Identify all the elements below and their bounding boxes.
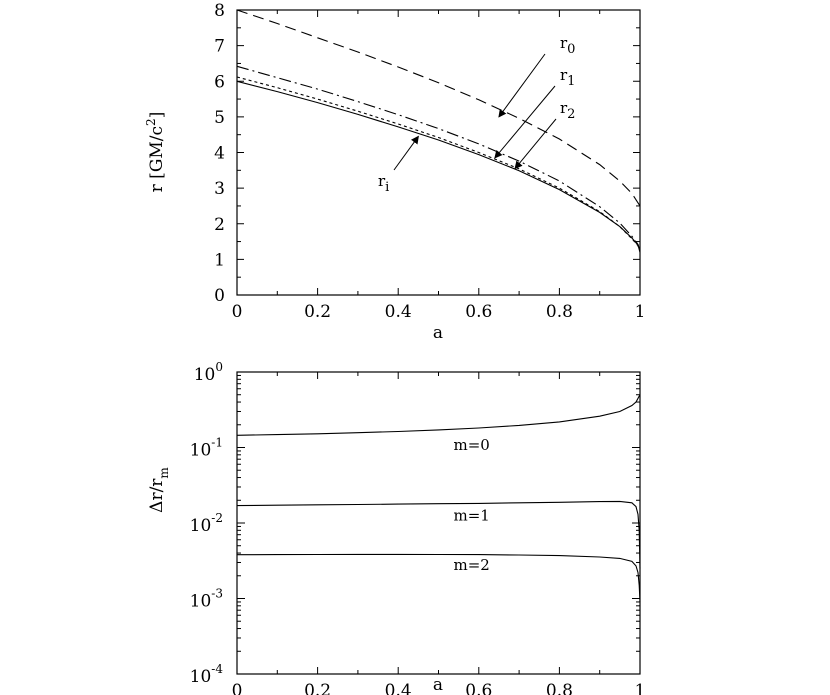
annotation-arrow-r-0 xyxy=(498,53,546,118)
bottom-x-tick-label: 0.2 xyxy=(304,681,331,695)
bottom-y-tick-label: 10-4 xyxy=(190,662,224,687)
bottom-x-tick-label: 0 xyxy=(232,681,243,695)
bottom-x-axis-label: a xyxy=(433,675,443,695)
top-y-axis-label: r [GM/c2] xyxy=(144,112,167,193)
bottom-chart-panel: 0 0.2 0.4 0.6 0.8 1 100 10-1 10-2 10-3 10-4 m=0 m=1… xyxy=(147,360,645,695)
bottom-plot-frame xyxy=(236,371,641,675)
bottom-y-tick-label: 100 xyxy=(194,360,223,385)
top-series-line-r-2 xyxy=(236,76,641,252)
top-x-tick-label: 0.2 xyxy=(304,302,331,322)
top-x-tick-label: 0 xyxy=(232,302,243,322)
bottom-x-tick-label: 1 xyxy=(635,681,646,695)
annotation-label-r-1: r1 xyxy=(560,66,575,89)
annotation-arrow-r-2 xyxy=(514,118,557,170)
top-y-tick-label: 0 xyxy=(214,286,225,306)
bottom-y-axis-label: Δr/rm xyxy=(147,467,171,513)
top-x-tick-label: 1 xyxy=(635,302,646,322)
top-y-tick-label: 5 xyxy=(214,108,225,128)
top-series-line-r-0 xyxy=(236,9,641,207)
top-chart-panel: 0 0.2 0.4 0.6 0.8 1 0 1 2 3 4 5 6 7 8 r0 r1 r2 ri a r [GM… xyxy=(144,1,645,343)
top-axis-ticks: 0 0.2 0.4 0.6 0.8 1 0 1 2 3 4 5 6 7 8 xyxy=(214,1,645,322)
top-y-tick-label: 7 xyxy=(214,37,225,57)
top-series-line-r-i xyxy=(236,80,641,253)
annotation-label-r-i: ri xyxy=(378,172,389,195)
top-plot-frame xyxy=(236,9,641,296)
top-y-tick-label: 8 xyxy=(214,1,225,21)
bottom-y-tick-label: 10-3 xyxy=(190,587,223,612)
curve-label-m0: m=0 xyxy=(454,436,490,454)
top-x-tick-label: 0.8 xyxy=(546,302,573,322)
bottom-x-tick-label: 0.8 xyxy=(546,681,573,695)
bottom-series-line-m2 xyxy=(236,553,641,603)
bottom-series-line-m0 xyxy=(236,394,641,436)
top-y-tick-label: 6 xyxy=(214,72,225,92)
annotation-arrow-r-i xyxy=(393,135,419,171)
bottom-x-tick-label: 0.6 xyxy=(465,681,492,695)
top-y-tick-label: 1 xyxy=(214,250,225,270)
top-x-axis-label: a xyxy=(433,323,443,343)
bottom-series-line-m1 xyxy=(236,500,641,569)
bottom-y-tick-label: 10-1 xyxy=(190,436,223,461)
bottom-axis-ticks: 0 0.2 0.4 0.6 0.8 1 100 10-1 10-2 10-3 10-4 xyxy=(190,360,646,695)
bottom-annotations: m=0 m=1 m=2 xyxy=(454,436,490,574)
bottom-series-group xyxy=(236,394,641,603)
bottom-y-tick-label: 10-2 xyxy=(190,511,223,536)
top-y-tick-label: 2 xyxy=(214,215,225,235)
top-x-tick-label: 0.4 xyxy=(385,302,412,322)
annotation-label-r-0: r0 xyxy=(560,34,575,57)
top-series-group xyxy=(236,9,641,253)
bottom-x-tick-label: 0.4 xyxy=(385,681,412,695)
curve-label-m2: m=2 xyxy=(454,556,490,574)
top-y-tick-label: 4 xyxy=(214,144,225,164)
annotation-label-r-2: r2 xyxy=(560,99,575,122)
annotation-arrow-r-1 xyxy=(494,85,556,159)
top-x-tick-label: 0.6 xyxy=(465,302,492,322)
top-y-tick-label: 3 xyxy=(214,179,225,199)
curve-label-m1: m=1 xyxy=(454,506,490,524)
top-annotations: r0 r1 r2 ri xyxy=(378,34,575,195)
